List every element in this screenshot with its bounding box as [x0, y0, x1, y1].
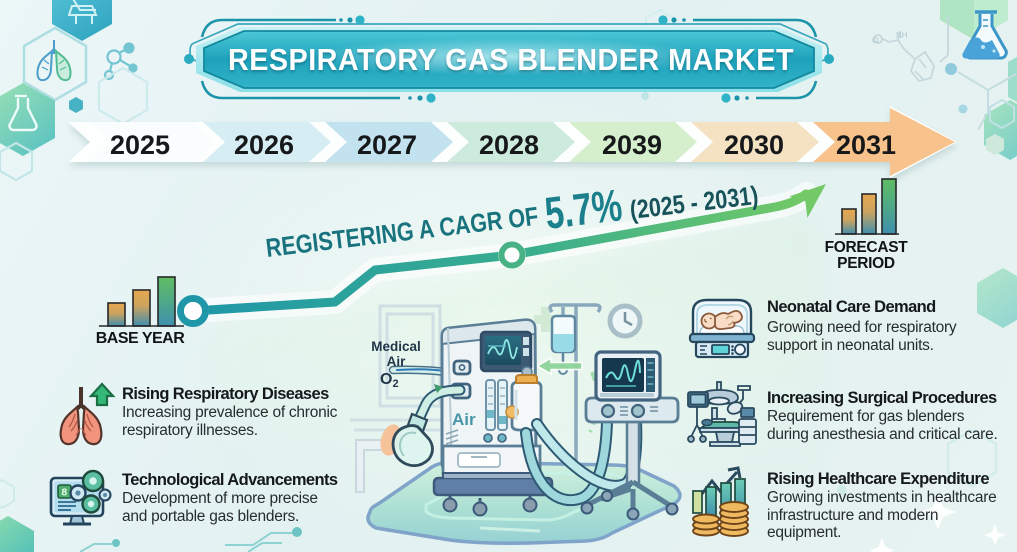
svg-text:2028: 2028	[479, 130, 539, 160]
svg-text:2026: 2026	[234, 130, 294, 160]
svg-text:RESPIRATORY GAS BLENDER MARKET: RESPIRATORY GAS BLENDER MARKET	[228, 42, 794, 77]
svg-text:NH: NH	[896, 31, 908, 40]
svg-text:BASE YEAR: BASE YEAR	[96, 330, 186, 347]
svg-text:Air: Air	[452, 410, 476, 429]
svg-text:FORECAST: FORECAST	[825, 239, 909, 256]
svg-text:2027: 2027	[357, 130, 417, 160]
svg-text:2025: 2025	[110, 130, 170, 160]
svg-text:2030: 2030	[724, 130, 784, 160]
svg-text:2039: 2039	[602, 130, 662, 160]
svg-text:O: O	[872, 36, 878, 45]
svg-text:PERIOD: PERIOD	[837, 255, 895, 272]
svg-text:8: 8	[62, 488, 68, 499]
svg-text:5.7%: 5.7%	[542, 179, 624, 239]
svg-text:2031: 2031	[836, 130, 896, 160]
